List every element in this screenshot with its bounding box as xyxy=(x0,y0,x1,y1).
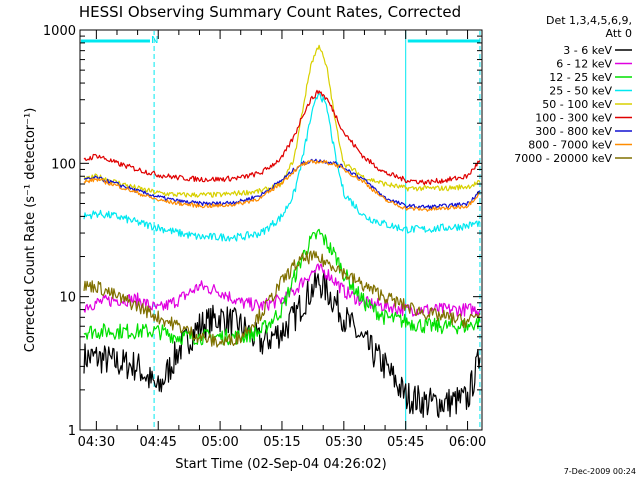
legend-label-0: 3 - 6 keV xyxy=(563,44,612,57)
x-tick-label: 04:45 xyxy=(139,435,176,450)
y-tick-label: 10 xyxy=(59,291,76,306)
series-line-8 xyxy=(83,250,481,348)
series-line-3 xyxy=(83,93,481,242)
legend-label-5: 100 - 300 keV xyxy=(535,112,612,125)
y-axis: 1 10 100 1000 xyxy=(43,24,482,439)
series-layer xyxy=(83,44,481,418)
legend-label-2: 12 - 25 keV xyxy=(549,71,612,84)
plot-frame xyxy=(79,29,483,431)
series-line-1 xyxy=(83,263,481,317)
series-line-4 xyxy=(83,44,481,198)
x-tick-label: 05:15 xyxy=(263,435,300,450)
series-line-0 xyxy=(83,269,481,418)
series-line-5 xyxy=(83,89,481,186)
y-tick-label: 1 xyxy=(68,424,76,439)
observing-markers xyxy=(81,31,481,429)
y-tick-label: 1000 xyxy=(43,24,76,39)
chart-title: HESSI Observing Summary Count Rates, Cor… xyxy=(79,3,461,21)
plot-area: N xyxy=(79,29,483,431)
legend-label-1: 6 - 12 keV xyxy=(556,58,612,71)
legend-label-3: 25 - 50 keV xyxy=(549,85,612,98)
series-line-2 xyxy=(83,228,481,346)
x-axis-label: Start Time (02-Sep-04 04:26:02) xyxy=(175,457,386,472)
x-tick-label: 05:45 xyxy=(387,435,424,450)
series-line-7 xyxy=(83,159,481,212)
x-axis: 04:30 04:45 05:00 05:15 05:30 05:45 06:00 xyxy=(78,30,486,450)
x-tick-label: 05:00 xyxy=(201,435,238,450)
legend-label-8: 7000 - 20000 keV xyxy=(514,152,612,165)
x-tick-label: 04:30 xyxy=(78,435,115,450)
legend-label-6: 300 - 800 keV xyxy=(535,125,612,138)
x-tick-label: 05:30 xyxy=(325,435,362,450)
legend-title-line-2: Att 0 xyxy=(606,27,632,40)
annotation-n-label: N xyxy=(151,35,158,46)
legend-label-4: 50 - 100 keV xyxy=(542,98,612,111)
y-axis-label: Corrected Count Rate (s⁻¹ detector⁻¹) xyxy=(23,108,38,353)
x-tick-label: 06:00 xyxy=(449,435,486,450)
legend-title-line-1: Det 1,3,4,5,6,9, xyxy=(546,14,632,27)
legend-label-7: 800 - 7000 keV xyxy=(528,139,612,152)
y-tick-label: 100 xyxy=(51,157,76,172)
timestamp: 7-Dec-2009 00:24 xyxy=(564,467,636,476)
series-line-6 xyxy=(83,158,481,210)
